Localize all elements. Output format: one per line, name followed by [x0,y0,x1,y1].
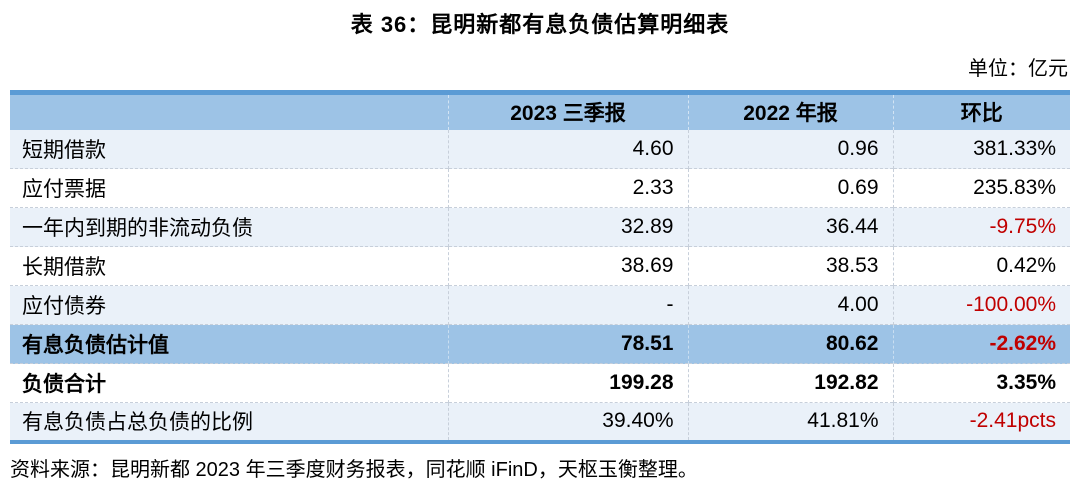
cell-2023-q3: 39.40% [448,402,689,442]
cell-2022-annual: 38.53 [688,246,894,286]
table-title: 表 36：昆明新都有息负债估算明细表 [350,12,730,37]
row-label: 有息负债占总负债的比例 [10,402,449,442]
row-label: 应付债券 [10,285,449,325]
cell-qoq: -9.75% [893,207,1070,247]
cell-qoq: -2.41pcts [893,402,1070,442]
cell-2023-q3: 32.89 [448,207,689,247]
table-row-total-liabilities: 负债合计 199.28 192.82 3.35% [10,363,1070,403]
cell-qoq: 235.83% [893,168,1070,208]
source-note: 资料来源：昆明新都 2023 年三季度财务报表，同花顺 iFinD，天枢玉衡整理… [10,458,698,481]
row-label: 应付票据 [10,168,449,208]
cell-2022-annual: 0.96 [688,129,894,169]
cell-2022-annual: 80.62 [688,324,894,364]
unit-label: 单位：亿元 [968,58,1068,80]
cell-2022-annual: 41.81% [688,402,894,442]
cell-2022-annual: 0.69 [688,168,894,208]
table-row-notes-payable: 应付票据 2.33 0.69 235.83% [10,168,1070,208]
row-label: 负债合计 [10,363,449,403]
cell-2023-q3: 199.28 [448,363,689,403]
cell-qoq: 0.42% [893,246,1070,286]
header-2022-annual: 2022 年报 [688,92,894,130]
header-item-column [10,92,449,130]
cell-2022-annual: 192.82 [688,363,894,403]
cell-2023-q3: 4.60 [448,129,689,169]
row-label: 短期借款 [10,129,449,169]
cell-2023-q3: 78.51 [448,324,689,364]
table-row-long-term-borrowings: 长期借款 38.69 38.53 0.42% [10,246,1070,286]
cell-2022-annual: 36.44 [688,207,894,247]
row-label: 有息负债估计值 [10,324,449,364]
table-row-interest-bearing-debt-estimate: 有息负债估计值 78.51 80.62 -2.62% [10,324,1070,364]
header-2023-q3: 2023 三季报 [448,92,689,130]
cell-qoq: 3.35% [893,363,1070,403]
table-row-bonds-payable: 应付债券 - 4.00 -100.00% [10,285,1070,325]
cell-2022-annual: 4.00 [688,285,894,325]
cell-2023-q3: - [448,285,689,325]
debt-detail-table: 2023 三季报 2022 年报 环比 短期借款 4.60 0.96 381.3… [10,90,1070,444]
row-label: 一年内到期的非流动负债 [10,207,449,247]
table-row-short-term-borrowings: 短期借款 4.60 0.96 381.33% [10,129,1070,169]
cell-qoq: 381.33% [893,129,1070,169]
cell-2023-q3: 2.33 [448,168,689,208]
table-row-noncurrent-liabilities-due-1y: 一年内到期的非流动负债 32.89 36.44 -9.75% [10,207,1070,247]
header-qoq: 环比 [893,92,1070,130]
cell-2023-q3: 38.69 [448,246,689,286]
header-row: 2023 三季报 2022 年报 环比 [10,92,1070,130]
cell-qoq: -100.00% [893,285,1070,325]
row-label: 长期借款 [10,246,449,286]
cell-qoq: -2.62% [893,324,1070,364]
table-row-interest-bearing-debt-ratio: 有息负债占总负债的比例 39.40% 41.81% -2.41pcts [10,402,1070,442]
